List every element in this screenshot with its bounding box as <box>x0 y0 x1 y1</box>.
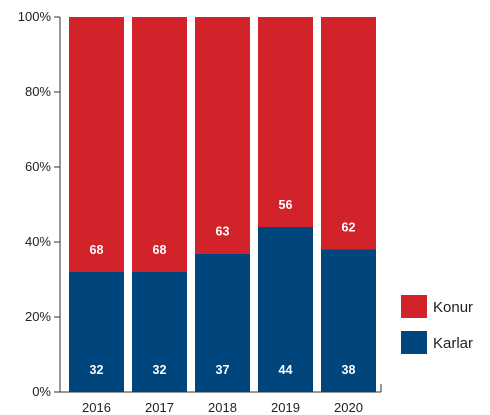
bar-karlar-2019 <box>258 227 313 392</box>
y-axis-ticks: 0% 20% 40% 60% 80% 100% <box>18 9 60 399</box>
x-tick-label: 2018 <box>208 400 237 415</box>
data-label-karlar-2020: 38 <box>342 363 356 377</box>
y-tick-label: 100% <box>18 9 52 24</box>
y-tick-label: 80% <box>25 84 51 99</box>
data-label-karlar-2017: 32 <box>153 363 167 377</box>
data-label-konur-2018: 63 <box>216 224 230 238</box>
x-tick-label: 2017 <box>145 400 174 415</box>
data-label-konur-2016: 68 <box>90 243 104 257</box>
y-tick-label: 20% <box>25 309 51 324</box>
data-label-karlar-2018: 37 <box>216 363 230 377</box>
legend-label-konur: Konur <box>433 299 473 316</box>
legend: Konur Karlar <box>401 295 473 354</box>
bar-konur-2016 <box>69 17 124 272</box>
y-tick-label: 60% <box>25 159 51 174</box>
legend-swatch-konur <box>401 295 427 318</box>
bar-konur-2017 <box>132 17 187 272</box>
legend-swatch-karlar <box>401 331 427 354</box>
y-tick-label: 0% <box>32 384 51 399</box>
bar-karlar-2020 <box>321 249 376 392</box>
data-label-karlar-2016: 32 <box>90 363 104 377</box>
bar-konur-2020 <box>321 17 376 250</box>
bar-konur-2018 <box>195 17 250 254</box>
y-tick-label: 40% <box>25 234 51 249</box>
data-label-karlar-2019: 44 <box>279 363 293 377</box>
bar-konur-2019 <box>258 17 313 227</box>
x-tick-label: 2019 <box>271 400 300 415</box>
x-tick-label: 2016 <box>82 400 111 415</box>
data-label-konur-2019: 56 <box>279 198 293 212</box>
bar-karlar-2018 <box>195 253 250 392</box>
axes <box>59 17 382 393</box>
data-label-konur-2017: 68 <box>153 243 167 257</box>
bars <box>69 17 376 392</box>
data-label-konur-2020: 62 <box>342 221 356 235</box>
bar-data-labels: 32 68 32 68 37 63 44 56 38 62 <box>90 198 356 377</box>
bar-karlar-2016 <box>69 272 124 392</box>
x-axis-tick-labels: 2016 2017 2018 2019 2020 <box>82 400 363 415</box>
x-tick-label: 2020 <box>334 400 363 415</box>
legend-label-karlar: Karlar <box>433 335 473 352</box>
bar-karlar-2017 <box>132 272 187 392</box>
